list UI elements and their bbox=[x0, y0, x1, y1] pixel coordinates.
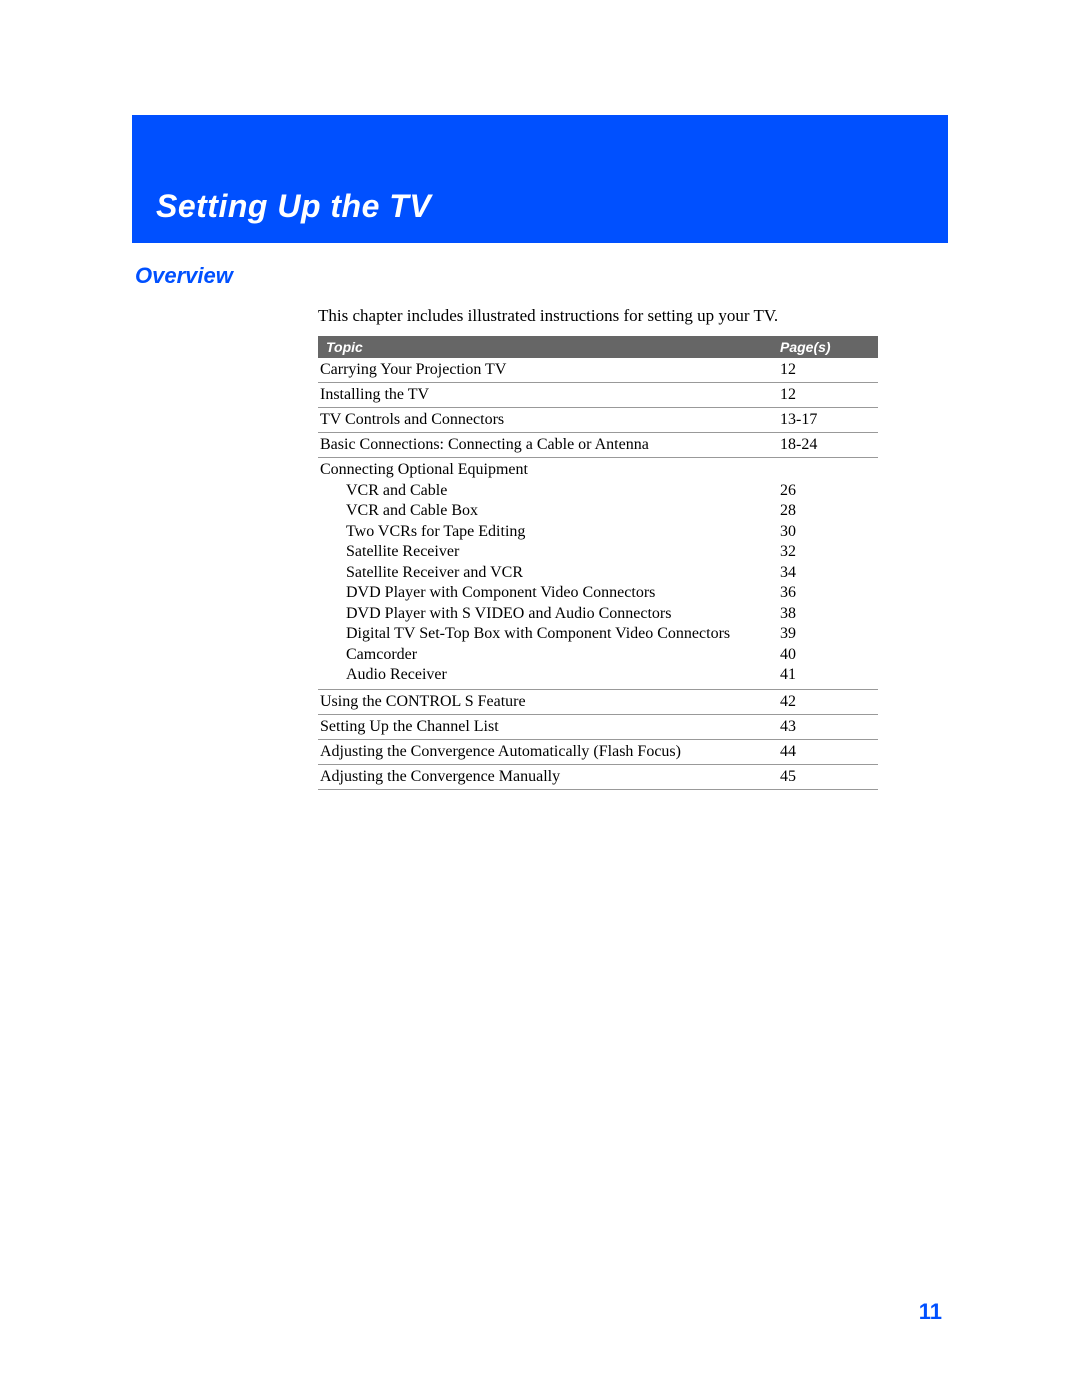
toc-sub-row: VCR and Cable Box 28 bbox=[318, 501, 878, 521]
toc-topic: Adjusting the Convergence Automatically … bbox=[318, 743, 780, 761]
toc-sub-pages: 41 bbox=[780, 665, 870, 685]
toc-topic: Using the CONTROL S Feature bbox=[318, 693, 780, 711]
toc-sub-pages: 34 bbox=[780, 563, 870, 583]
toc-pages: 43 bbox=[780, 718, 870, 736]
toc-sub-row: DVD Player with S VIDEO and Audio Connec… bbox=[318, 604, 878, 624]
toc-sub-row: Two VCRs for Tape Editing 30 bbox=[318, 522, 878, 542]
toc-sub-topic: DVD Player with S VIDEO and Audio Connec… bbox=[346, 604, 780, 624]
toc-sub-pages: 40 bbox=[780, 645, 870, 665]
toc-header-row: Topic Page(s) bbox=[318, 336, 878, 358]
toc-sub-pages: 38 bbox=[780, 604, 870, 624]
toc-topic: Installing the TV bbox=[318, 386, 780, 404]
toc-sub-row: DVD Player with Component Video Connecto… bbox=[318, 583, 878, 603]
section-title: Overview bbox=[135, 263, 233, 289]
toc-sub-topic: VCR and Cable Box bbox=[346, 501, 780, 521]
toc-subsection: Connecting Optional Equipment VCR and Ca… bbox=[318, 458, 878, 690]
toc-sub-pages: 36 bbox=[780, 583, 870, 603]
toc-sub-topic: Digital TV Set-Top Box with Component Vi… bbox=[346, 624, 780, 644]
toc-topic: Basic Connections: Connecting a Cable or… bbox=[318, 436, 780, 454]
toc-sub-row: Digital TV Set-Top Box with Component Vi… bbox=[318, 624, 878, 644]
toc-topic: Carrying Your Projection TV bbox=[318, 361, 780, 379]
intro-text: This chapter includes illustrated instru… bbox=[318, 306, 778, 326]
toc-row: Setting Up the Channel List 43 bbox=[318, 715, 878, 740]
toc-row: Using the CONTROL S Feature 42 bbox=[318, 690, 878, 715]
toc-sub-row: Camcorder 40 bbox=[318, 645, 878, 665]
toc-sub-row: Satellite Receiver 32 bbox=[318, 542, 878, 562]
toc-sub-topic: Satellite Receiver and VCR bbox=[346, 563, 780, 583]
toc-sub-topic: Satellite Receiver bbox=[346, 542, 780, 562]
toc-header-pages: Page(s) bbox=[780, 339, 870, 355]
toc-row: TV Controls and Connectors 13-17 bbox=[318, 408, 878, 433]
toc-pages: 12 bbox=[780, 386, 870, 404]
toc-row: Carrying Your Projection TV 12 bbox=[318, 358, 878, 383]
toc-sub-topic: Audio Receiver bbox=[346, 665, 780, 685]
toc-sub-pages: 26 bbox=[780, 481, 870, 501]
toc-pages: 45 bbox=[780, 768, 870, 786]
toc-header-topic: Topic bbox=[326, 339, 780, 355]
chapter-banner: Setting Up the TV bbox=[132, 115, 948, 243]
toc-sub-pages: 30 bbox=[780, 522, 870, 542]
page-number: 11 bbox=[919, 1299, 942, 1325]
toc-row: Basic Connections: Connecting a Cable or… bbox=[318, 433, 878, 458]
toc-topic: Adjusting the Convergence Manually bbox=[318, 768, 780, 786]
toc-sub-topic: VCR and Cable bbox=[346, 481, 780, 501]
toc-pages: 12 bbox=[780, 361, 870, 379]
toc-pages: 42 bbox=[780, 693, 870, 711]
toc-sub-topic: Two VCRs for Tape Editing bbox=[346, 522, 780, 542]
toc-row: Installing the TV 12 bbox=[318, 383, 878, 408]
toc-row: Adjusting the Convergence Automatically … bbox=[318, 740, 878, 765]
toc-sub-row: Audio Receiver 41 bbox=[318, 665, 878, 688]
toc-sub-row: VCR and Cable 26 bbox=[318, 481, 878, 501]
toc-sub-topic: DVD Player with Component Video Connecto… bbox=[346, 583, 780, 603]
toc-topic: TV Controls and Connectors bbox=[318, 411, 780, 429]
toc-pages: 18-24 bbox=[780, 436, 870, 454]
toc-topic: Setting Up the Channel List bbox=[318, 718, 780, 736]
chapter-title: Setting Up the TV bbox=[156, 188, 431, 225]
toc-sub-topic: Camcorder bbox=[346, 645, 780, 665]
toc-sub-row: Satellite Receiver and VCR 34 bbox=[318, 563, 878, 583]
toc-pages: 44 bbox=[780, 743, 870, 761]
toc-sub-pages: 39 bbox=[780, 624, 870, 644]
toc-subsection-heading: Connecting Optional Equipment bbox=[318, 458, 878, 481]
toc-pages: 13-17 bbox=[780, 411, 870, 429]
toc-row: Adjusting the Convergence Manually 45 bbox=[318, 765, 878, 790]
toc-sub-pages: 32 bbox=[780, 542, 870, 562]
toc-sub-pages: 28 bbox=[780, 501, 870, 521]
toc-table: Topic Page(s) Carrying Your Projection T… bbox=[318, 336, 878, 790]
